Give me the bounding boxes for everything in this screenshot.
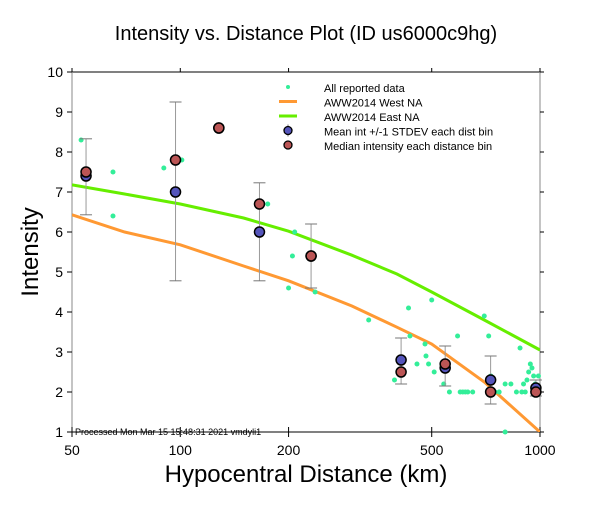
reported-data-point <box>517 345 523 351</box>
mean-marker <box>484 374 497 386</box>
x-tick-label: 100 <box>169 442 193 458</box>
reported-data-point <box>366 317 372 323</box>
legend-item: AWW2014 West NA <box>279 98 423 110</box>
median-marker <box>484 386 497 398</box>
reported-data-point <box>265 201 271 207</box>
y-tick-label: 4 <box>55 304 63 320</box>
y-tick-label: 7 <box>55 184 63 200</box>
reported-data-point <box>521 381 527 387</box>
axes: 1 2 3 4 5 6 7 8 9 10 50 100 200 500 1000 <box>47 64 555 458</box>
reported-data-point <box>289 253 295 259</box>
median-marker <box>395 366 407 378</box>
legend-label: AWW2014 West NA <box>324 98 423 110</box>
legend-item: Mean int +/-1 STDEV each dist bin <box>283 124 493 139</box>
legend-label: AWW2014 East NA <box>324 112 420 124</box>
median-marker <box>213 122 225 134</box>
reported-data-point <box>486 333 492 339</box>
legend-label: All reported data <box>324 83 406 95</box>
reported-data-point <box>524 377 530 383</box>
median-marker <box>305 250 317 262</box>
reported-data-point <box>406 305 412 311</box>
y-tick-label: 3 <box>55 344 63 360</box>
reported-data-point <box>526 369 532 375</box>
y-axis-label: Intensity <box>17 207 44 296</box>
x-axis-label: Hypocentral Distance (km) <box>165 461 448 488</box>
y-tick-label: 1 <box>55 424 63 440</box>
median-marker <box>169 154 182 166</box>
reported-data-point <box>535 373 541 379</box>
reported-data-point <box>455 333 461 339</box>
legend-item: AWW2014 East NA <box>279 112 420 124</box>
legend-label: Median intensity each distance bin <box>324 141 492 153</box>
legend-label: Mean int +/-1 STDEV each dist bin <box>324 127 493 139</box>
y-tick-label: 8 <box>55 144 63 160</box>
reported-data-point <box>465 389 471 395</box>
reported-data-point <box>527 361 533 367</box>
reported-data-point <box>110 213 116 219</box>
legend-swatch-point <box>286 85 290 89</box>
reported-data-point <box>502 429 508 435</box>
reported-data-point <box>110 169 116 175</box>
x-tick-label: 1000 <box>524 442 555 458</box>
y-tick-label: 6 <box>55 224 63 240</box>
legend-swatch-marker <box>283 140 293 150</box>
x-tick-label: 500 <box>420 442 444 458</box>
reported-data-point <box>286 285 292 291</box>
reported-data-point <box>519 389 525 395</box>
reported-data-point <box>391 377 397 383</box>
reported-data-point <box>423 353 429 359</box>
reported-data-point <box>422 341 428 347</box>
y-tick-label: 5 <box>55 264 63 280</box>
y-tick-label: 2 <box>55 384 63 400</box>
reported-data-point <box>431 369 437 375</box>
mean-marker <box>169 186 182 198</box>
reported-data-point <box>522 389 528 395</box>
median-marker <box>439 358 451 370</box>
reported-data-point <box>502 381 508 387</box>
reported-data-point <box>470 389 476 395</box>
reported-data-point <box>508 381 514 387</box>
reported-data-point <box>529 365 535 371</box>
reported-data-point <box>161 165 167 171</box>
legend-item: Median intensity each distance bin <box>283 140 492 153</box>
reported-data-point <box>407 333 413 339</box>
footer-processed: Processed Mon Mar 15 15:48:31 2021 vmdyl… <box>75 427 261 437</box>
reported-data-point <box>78 137 84 143</box>
mean-marker <box>395 354 407 366</box>
x-tick-label: 50 <box>64 442 80 458</box>
reported-data-point <box>496 389 502 395</box>
line-aww2014-west-na <box>72 213 540 432</box>
reported-data-point <box>292 229 298 235</box>
median-marker <box>253 198 266 210</box>
legend: All reported data AWW2014 West NA AWW2014 … <box>279 83 493 153</box>
reported-data-point <box>531 373 537 379</box>
chart-title: Intensity vs. Distance Plot (ID us6000c9… <box>115 23 497 45</box>
line-aww2014-east-na <box>72 183 540 352</box>
legend-item: All reported data <box>286 83 406 95</box>
y-tick-label: 10 <box>47 64 63 80</box>
reported-data-point <box>414 361 420 367</box>
y-tick-label: 9 <box>55 104 63 120</box>
median-marker <box>530 386 542 398</box>
reported-data-point <box>513 389 519 395</box>
reported-data-point <box>446 389 452 395</box>
plot-area <box>72 101 542 435</box>
mean-marker <box>253 226 266 238</box>
reported-data-point <box>429 297 435 303</box>
legend-swatch-marker <box>283 125 293 136</box>
reported-data-point <box>481 313 487 319</box>
median-marker <box>80 166 92 178</box>
reported-data-point <box>312 289 318 295</box>
x-tick-label: 200 <box>277 442 301 458</box>
reported-data-point <box>426 361 432 367</box>
